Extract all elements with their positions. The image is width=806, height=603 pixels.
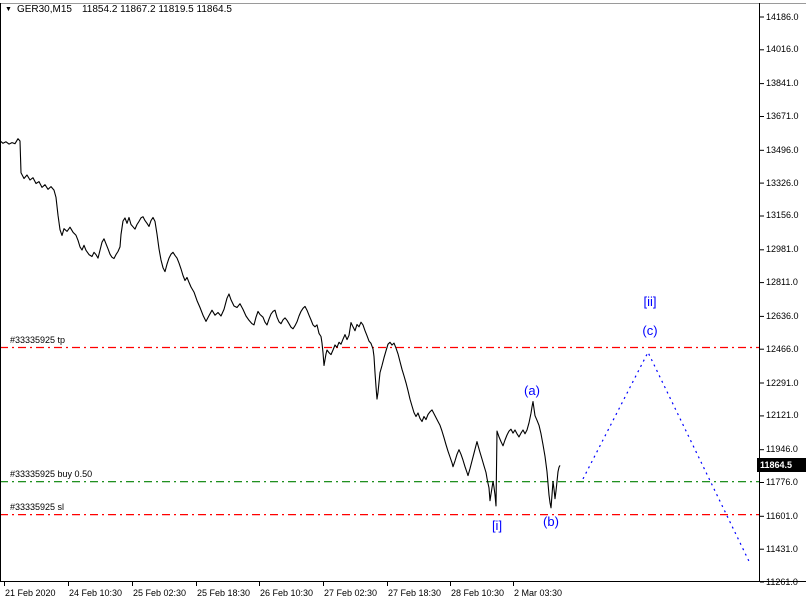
wave-b-label: (b) <box>543 514 559 529</box>
price-scale-label: 13326.0 <box>766 177 799 188</box>
price-scale-label: 12981.0 <box>766 244 799 255</box>
price-scale-label: 11431.0 <box>766 543 798 554</box>
time-scale-label: 27 Feb 02:30 <box>324 588 378 598</box>
time-scale-label: 24 Feb 10:30 <box>69 588 123 598</box>
wave-i-label: [i] <box>491 518 503 533</box>
wave-c-label: (c) <box>642 323 658 338</box>
projection-line <box>582 350 750 562</box>
price-scale-label: 13496.0 <box>766 144 799 155</box>
price-scale-label: 14016.0 <box>766 44 799 55</box>
time-scale-label: 25 Feb 02:30 <box>133 588 187 598</box>
chart-title: ▼ GER30,M15 11854.2 11867.2 11819.5 1186… <box>5 4 232 15</box>
sl-line-label[interactable]: #33335925 sl <box>8 501 67 512</box>
time-scale-label: 2 Mar 03:30 <box>514 588 563 598</box>
price-scale-label: 11776.0 <box>766 477 798 488</box>
time-scale-label: 27 Feb 18:30 <box>388 588 442 598</box>
price-scale-label: 11261.0 <box>766 576 798 587</box>
price-scale-label: 11946.0 <box>766 444 798 455</box>
price-scale-label: 13156.0 <box>766 210 799 221</box>
price-scale-label: 12811.0 <box>766 277 798 288</box>
chart-ohlc-values: 11854.2 11867.2 11819.5 11864.5 <box>81 4 232 15</box>
price-line <box>0 138 561 509</box>
symbol-dropdown-icon: ▼ <box>5 6 12 13</box>
price-scale-label: 12121.0 <box>766 410 799 421</box>
time-scale-label: 25 Feb 18:30 <box>197 588 251 598</box>
time-scale-label: 28 Feb 10:30 <box>451 588 505 598</box>
wave-a-label: (a) <box>524 383 540 398</box>
buy-line-label[interactable]: #33335925 buy 0.50 <box>8 468 95 479</box>
price-scale-label: 12636.0 <box>766 310 799 321</box>
price-scale-label: 12466.0 <box>766 343 799 354</box>
chart-symbol-period: GER30,M15 <box>16 4 72 15</box>
price-scale-label: 12291.0 <box>766 377 799 388</box>
price-scale-label: 13841.0 <box>766 78 799 89</box>
price-scale-label: 14186.0 <box>766 11 799 22</box>
wave-ii-label: [ii] <box>643 294 657 309</box>
time-scale-label: 21 Feb 2020 <box>5 588 56 598</box>
time-scale-label: 26 Feb 10:30 <box>260 588 314 598</box>
price-scale-label: 11601.0 <box>766 510 798 521</box>
current-price-badge: 11864.5 <box>757 458 806 473</box>
price-scale-label: 13671.0 <box>766 110 799 121</box>
tp-line-label[interactable]: #33335925 tp <box>8 334 68 345</box>
